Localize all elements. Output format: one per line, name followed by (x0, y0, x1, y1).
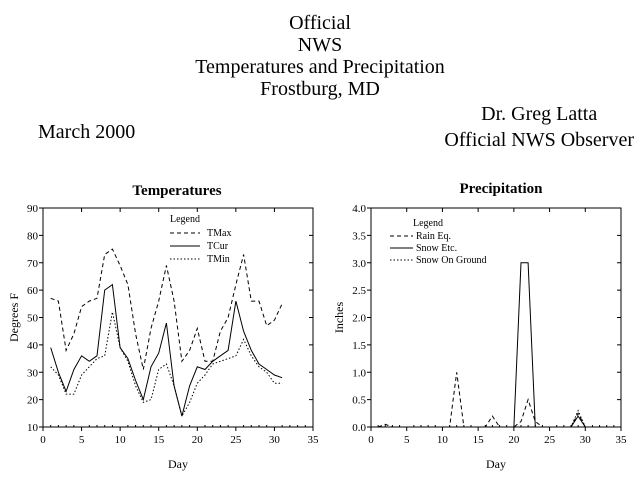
precip-series-line-snow-on-ground (378, 409, 593, 428)
temp-series-line-tmin (50, 311, 283, 418)
temp-legend-entry-0: TMax (207, 228, 231, 239)
temp-chart-title: Temperatures (132, 183, 221, 199)
temp-x-tick-label-3: 15 (153, 434, 165, 446)
precip-y-tick-label-0: 0.0 (352, 422, 366, 434)
precip-chart-title: Precipitation (459, 181, 543, 197)
temp-plot-frame (42, 207, 314, 428)
precip-y-tick-label-1: 0.5 (352, 395, 366, 407)
temp-y-tick-label-8: 90 (27, 203, 39, 215)
precip-x-tick-label-5: 25 (544, 434, 556, 446)
precip-x-axis-label: Day (486, 457, 506, 471)
precip-series-line-snow-etc- (378, 262, 593, 428)
precip-y-tick-label-6: 3.0 (352, 258, 366, 270)
temp-x-tick-label-6: 30 (269, 434, 281, 446)
precip-legend-entry-1: Snow Etc. (416, 243, 457, 254)
temp-series-line-tcur (50, 283, 283, 417)
precip-y-tick-label-4: 2.0 (352, 313, 366, 325)
temp-x-tick-label-2: 10 (115, 434, 127, 446)
precip-series-line-rain-eq- (377, 372, 593, 428)
temp-x-tick-label-1: 5 (79, 434, 85, 446)
precip-legend-entry-2: Snow On Ground (416, 255, 487, 266)
temp-y-axis-label: Degrees F (7, 293, 21, 342)
temp-legend-entry-1: TCur (207, 241, 229, 252)
observer-block: Dr. Greg Latta Official NWS Observer (444, 101, 634, 153)
title-line-4: Frostburg, MD (260, 78, 380, 100)
precip-x-tick-label-7: 35 (616, 434, 628, 446)
title-line-2: NWS (297, 34, 343, 56)
report-month: March 2000 (38, 121, 136, 143)
temp-y-tick-label-2: 30 (27, 367, 39, 379)
precip-y-tick-label-8: 4.0 (352, 203, 366, 215)
title-line-1: Official (289, 12, 351, 34)
observer-name: Dr. Greg Latta (481, 103, 598, 125)
temp-y-tick-label-4: 50 (27, 313, 39, 325)
temp-x-tick-label-5: 25 (230, 434, 242, 446)
temp-series-line-tmax (50, 248, 283, 370)
precip-x-tick-label-3: 15 (473, 434, 485, 446)
precip-y-tick-label-5: 2.5 (352, 285, 366, 297)
temp-y-tick-label-7: 80 (27, 230, 39, 242)
precip-x-tick-label-2: 10 (437, 434, 449, 446)
precip-legend-entry-0: Rain Eq. (416, 231, 451, 242)
report-title: Official NWS Temperatures and Precipitat… (0, 12, 640, 100)
temp-x-axis-label: Day (168, 457, 188, 471)
temp-x-tick-label-0: 0 (40, 434, 46, 446)
temp-legend-title: Legend (170, 214, 200, 225)
temp-legend-entry-2: TMin (207, 254, 230, 265)
precip-y-tick-label-2: 1.0 (352, 367, 366, 379)
temp-y-tick-label-0: 10 (27, 422, 39, 434)
precip-x-tick-label-0: 0 (368, 434, 374, 446)
precip-y-tick-label-7: 3.5 (352, 230, 366, 242)
temp-x-tick-label-4: 20 (192, 434, 204, 446)
temp-y-tick-label-5: 60 (27, 285, 39, 297)
precip-y-axis-label: Inches (332, 302, 346, 334)
precip-x-tick-label-1: 5 (404, 434, 410, 446)
precip-x-tick-label-4: 20 (508, 434, 520, 446)
precip-y-tick-label-3: 1.5 (352, 340, 366, 352)
title-line-3: Temperatures and Precipitation (195, 56, 445, 78)
temp-y-tick-label-1: 20 (27, 395, 39, 407)
observer-role: Official NWS Observer (444, 129, 634, 151)
precip-plot-frame (370, 207, 622, 428)
temp-y-tick-label-6: 70 (27, 258, 39, 270)
precip-x-tick-label-6: 30 (580, 434, 592, 446)
temp-y-tick-label-3: 40 (27, 340, 39, 352)
precip-legend-title: Legend (413, 218, 443, 229)
temp-x-tick-label-7: 35 (308, 434, 320, 446)
